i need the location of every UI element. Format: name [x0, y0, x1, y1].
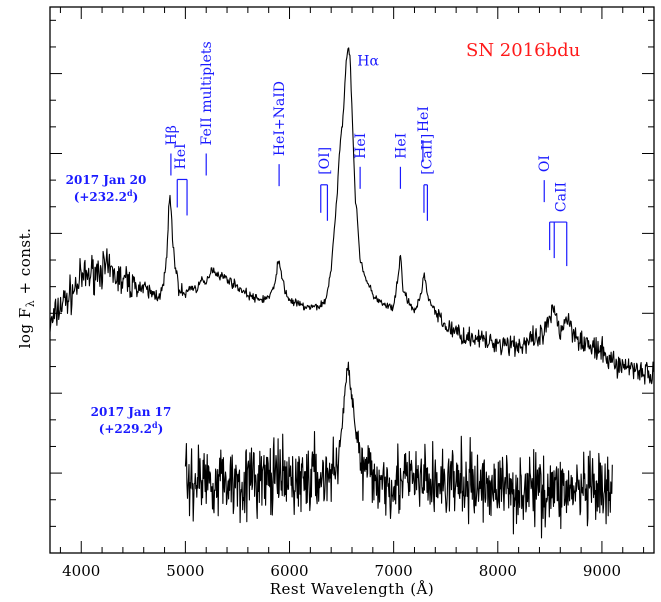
y-axis-sub: λ [24, 300, 37, 307]
line-id-label: HeI [353, 133, 369, 159]
plot-frame [49, 6, 655, 554]
spectrum-series-1 [49, 47, 655, 385]
line-id: FeII multiplets [199, 41, 215, 176]
epoch-label-top: 2017 Jan 20 [66, 173, 147, 187]
x-tick-label: 7000 [375, 562, 413, 580]
phase-top-sup: d [127, 188, 133, 198]
line-id: HeI [393, 133, 409, 189]
line-id-label: [CaII] [419, 134, 435, 175]
phase-bottom-sup: d [152, 420, 158, 430]
line-id-label: [OI] [317, 147, 333, 175]
line-id: Hβ [164, 125, 180, 176]
epoch-label-bottom: 2017 Jan 17 [91, 405, 172, 419]
spectra [49, 47, 655, 539]
phase-label-bottom: (+229.2d) [99, 420, 164, 436]
line-id: HeI [353, 133, 369, 189]
spectrum-series-2 [184, 361, 613, 539]
x-axis-title: Rest Wavelength (Å) [270, 580, 435, 598]
chart-title: SN 2016bdu [466, 40, 580, 61]
line-id: HeI [173, 143, 189, 216]
plot-border [49, 6, 655, 554]
x-tick-label: 6000 [270, 562, 308, 580]
phase-top-value: (+232.2 [74, 190, 127, 204]
line-id-label: HeI [393, 133, 409, 159]
phase-bottom-value: (+229.2 [99, 422, 152, 436]
y-axis-title: log Fλ + const. [16, 228, 37, 349]
line-id: [CaII] [419, 134, 435, 221]
x-tick-label: 8000 [479, 562, 517, 580]
x-tick-label: 9000 [583, 562, 621, 580]
y-axis-main: log F [16, 307, 34, 348]
y-axis-rest: + const. [16, 228, 34, 300]
line-id-label: CaII [553, 182, 569, 212]
line-id: CaII [549, 182, 569, 267]
x-tick-label: 4000 [62, 562, 100, 580]
line-id-label: FeII multiplets [199, 41, 215, 145]
line-id: Hα [357, 54, 379, 70]
line-id-label: HeI+NaID [272, 81, 288, 156]
phase-label-top: (+232.2d) [74, 188, 139, 204]
chart-labels: SN 2016bdu Rest Wavelength (Å) log Fλ + … [16, 40, 580, 598]
line-id: [OI] [317, 147, 333, 221]
line-id-label: HeI [173, 143, 189, 169]
line-id-label: HeI [416, 106, 432, 132]
line-id: OI [537, 155, 553, 203]
line-id-label: OI [537, 155, 553, 172]
line-id-label: Hα [357, 54, 379, 70]
axis-ticks: 4000 5000 6000 7000 8000 9000 [50, 7, 654, 580]
line-id: HeI [416, 106, 432, 163]
line-id-label: Hβ [164, 125, 180, 145]
x-tick-label: 5000 [166, 562, 204, 580]
phase-top-close: ) [133, 190, 139, 204]
line-id: HeI+NaID [272, 81, 288, 187]
phase-bottom-close: ) [158, 422, 164, 436]
